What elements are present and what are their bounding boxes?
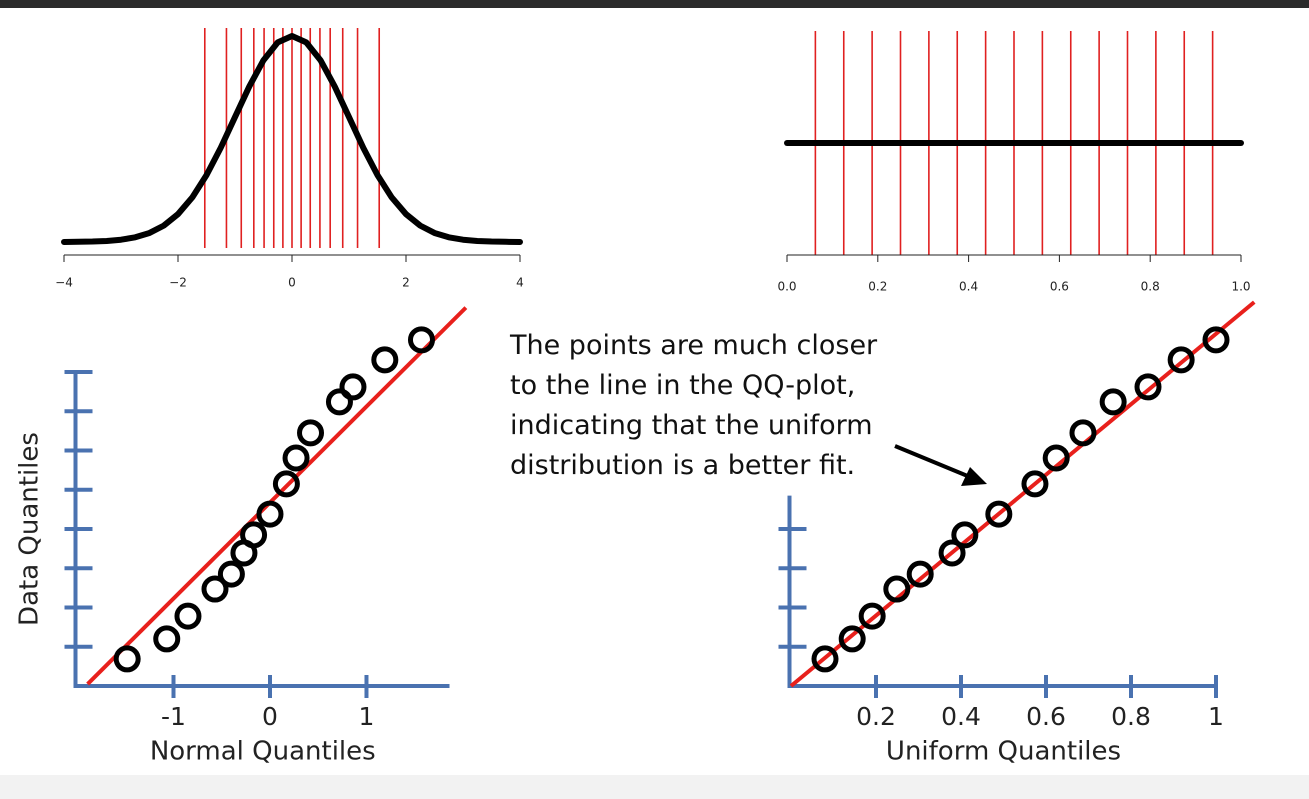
point (985, 500, 1013, 528)
y-axis-label: Data Quantiles (15, 432, 45, 626)
point (1042, 444, 1070, 472)
point (1134, 373, 1162, 401)
point (371, 346, 399, 374)
point (240, 521, 268, 549)
point (153, 625, 181, 653)
point (407, 326, 435, 354)
point (282, 444, 310, 472)
point (1069, 419, 1097, 447)
annotation-line: to the line in the QQ-plot, (510, 370, 855, 401)
point (113, 645, 141, 673)
x-tick-label: 1 (1208, 702, 1224, 731)
fit-line (789, 300, 1256, 688)
point (174, 602, 202, 630)
x-tick-label: 0 (262, 702, 278, 731)
point (1099, 388, 1127, 416)
x-tick-label: 0.8 (1111, 702, 1151, 731)
x-tick-label: 0.6 (1050, 280, 1069, 294)
point (838, 625, 866, 653)
density-curve (61, 33, 523, 245)
point (883, 575, 911, 603)
annotation-line: indicating that the uniform (510, 410, 873, 441)
point (938, 539, 966, 567)
point (297, 419, 325, 447)
top-bar (0, 0, 1309, 8)
x-tick-label: 2 (402, 276, 410, 290)
x-axis-label: Uniform Quantiles (886, 737, 1121, 767)
annotation-line: distribution is a better fit. (510, 450, 855, 481)
x-tick-label: 0 (288, 276, 296, 290)
point (201, 575, 229, 603)
x-tick-label: 0.6 (1026, 702, 1066, 731)
point (1167, 346, 1195, 374)
point (1021, 470, 1049, 498)
x-tick-label: 0.0 (777, 280, 796, 294)
annotation-line: The points are much closer (509, 330, 878, 361)
point (217, 560, 245, 588)
point (339, 373, 367, 401)
point (858, 602, 886, 630)
point (325, 388, 353, 416)
x-tick-label: 0.4 (959, 280, 978, 294)
x-tick-label: 0.8 (1141, 280, 1160, 294)
point (272, 470, 300, 498)
x-tick-label: 4 (516, 276, 524, 290)
point (906, 560, 934, 588)
arrow-head (961, 467, 987, 486)
x-tick-label: −4 (55, 276, 73, 290)
x-tick-label: 1 (359, 702, 375, 731)
x-tick-label: 0.4 (941, 702, 981, 731)
x-axis-label: Normal Quantiles (150, 737, 376, 767)
point (256, 500, 284, 528)
x-tick-label: 0.2 (856, 702, 896, 731)
fit-line (86, 306, 468, 686)
arrow-shaft (894, 444, 971, 479)
x-tick-label: 1.0 (1231, 280, 1250, 294)
point (951, 521, 979, 549)
x-tick-label: −2 (169, 276, 187, 290)
bottom-bar (0, 775, 1309, 799)
point (811, 645, 839, 673)
point (1202, 326, 1230, 354)
x-tick-label: 0.2 (868, 280, 887, 294)
x-tick-label: -1 (161, 702, 186, 731)
